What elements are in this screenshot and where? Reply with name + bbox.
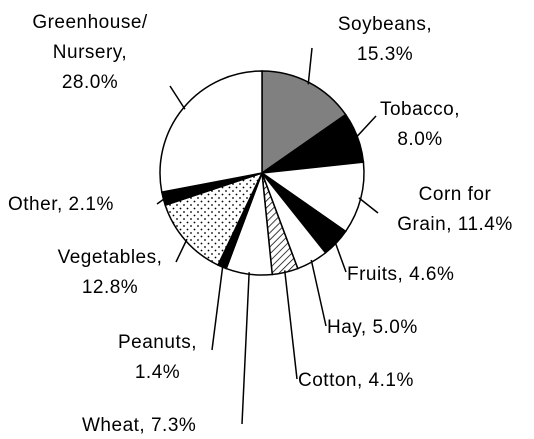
slice-label: Soybeans, 15.3% bbox=[300, 10, 470, 70]
slice-category: Fruits, bbox=[347, 264, 404, 285]
slice-label: Cotton, 4.1% bbox=[298, 366, 458, 396]
slice-category: Wheat, bbox=[82, 415, 146, 436]
slice-value: 5.0% bbox=[372, 317, 418, 338]
slice-value: 4.6% bbox=[409, 264, 455, 285]
slice-value: 1.4% bbox=[134, 362, 181, 383]
slice-label: Corn for Grain, 11.4% bbox=[375, 180, 534, 240]
leader-line bbox=[241, 272, 250, 425]
slice-value: 2.1% bbox=[68, 194, 114, 215]
slice-category: Cotton, bbox=[298, 370, 363, 391]
slice-category: Other, bbox=[8, 194, 63, 215]
slice-value: 4.1% bbox=[368, 370, 414, 391]
slice-label: Hay, 5.0% bbox=[327, 313, 467, 343]
pie-slice bbox=[159, 70, 263, 193]
leader-line bbox=[156, 197, 166, 205]
slice-label: Greenhouse/ Nursery, 28.0% bbox=[5, 8, 175, 98]
pie-slice bbox=[164, 171, 264, 267]
slice-category: Peanuts, bbox=[118, 332, 197, 353]
leader-line bbox=[355, 115, 377, 139]
slice-category: Hay, bbox=[327, 317, 367, 338]
slice-value: 12.8% bbox=[81, 277, 139, 298]
leader-line bbox=[175, 238, 188, 263]
slice-category: Vegetables, bbox=[57, 247, 163, 268]
slice-value: 28.0% bbox=[61, 72, 119, 93]
leader-line bbox=[211, 264, 224, 351]
pie-slice bbox=[259, 161, 365, 233]
slice-label: Peanuts, 1.4% bbox=[90, 328, 225, 388]
slice-category: Tobacco, bbox=[379, 99, 461, 120]
slice-category: Corn for Grain, bbox=[397, 184, 492, 235]
slice-category: Soybeans, bbox=[337, 14, 433, 35]
slice-value: 7.3% bbox=[150, 415, 197, 436]
slice-label: Other, 2.1% bbox=[8, 190, 168, 220]
slice-value: 15.3% bbox=[356, 44, 414, 65]
leader-line bbox=[307, 47, 313, 85]
slice-value: 8.0% bbox=[397, 129, 443, 150]
slice-label: Fruits, 4.6% bbox=[347, 260, 507, 290]
leader-line bbox=[334, 241, 347, 273]
leader-line bbox=[169, 85, 186, 110]
leader-line bbox=[283, 270, 298, 380]
slice-category: Greenhouse/ Nursery, bbox=[32, 12, 148, 63]
slice-label: Tobacco, 8.0% bbox=[370, 95, 470, 155]
slice-label: Wheat, 7.3% bbox=[82, 411, 252, 439]
slice-label: Vegetables, 12.8% bbox=[40, 243, 180, 303]
leader-line bbox=[358, 197, 379, 214]
slice-value: 11.4% bbox=[457, 214, 513, 235]
leader-line bbox=[310, 259, 327, 327]
